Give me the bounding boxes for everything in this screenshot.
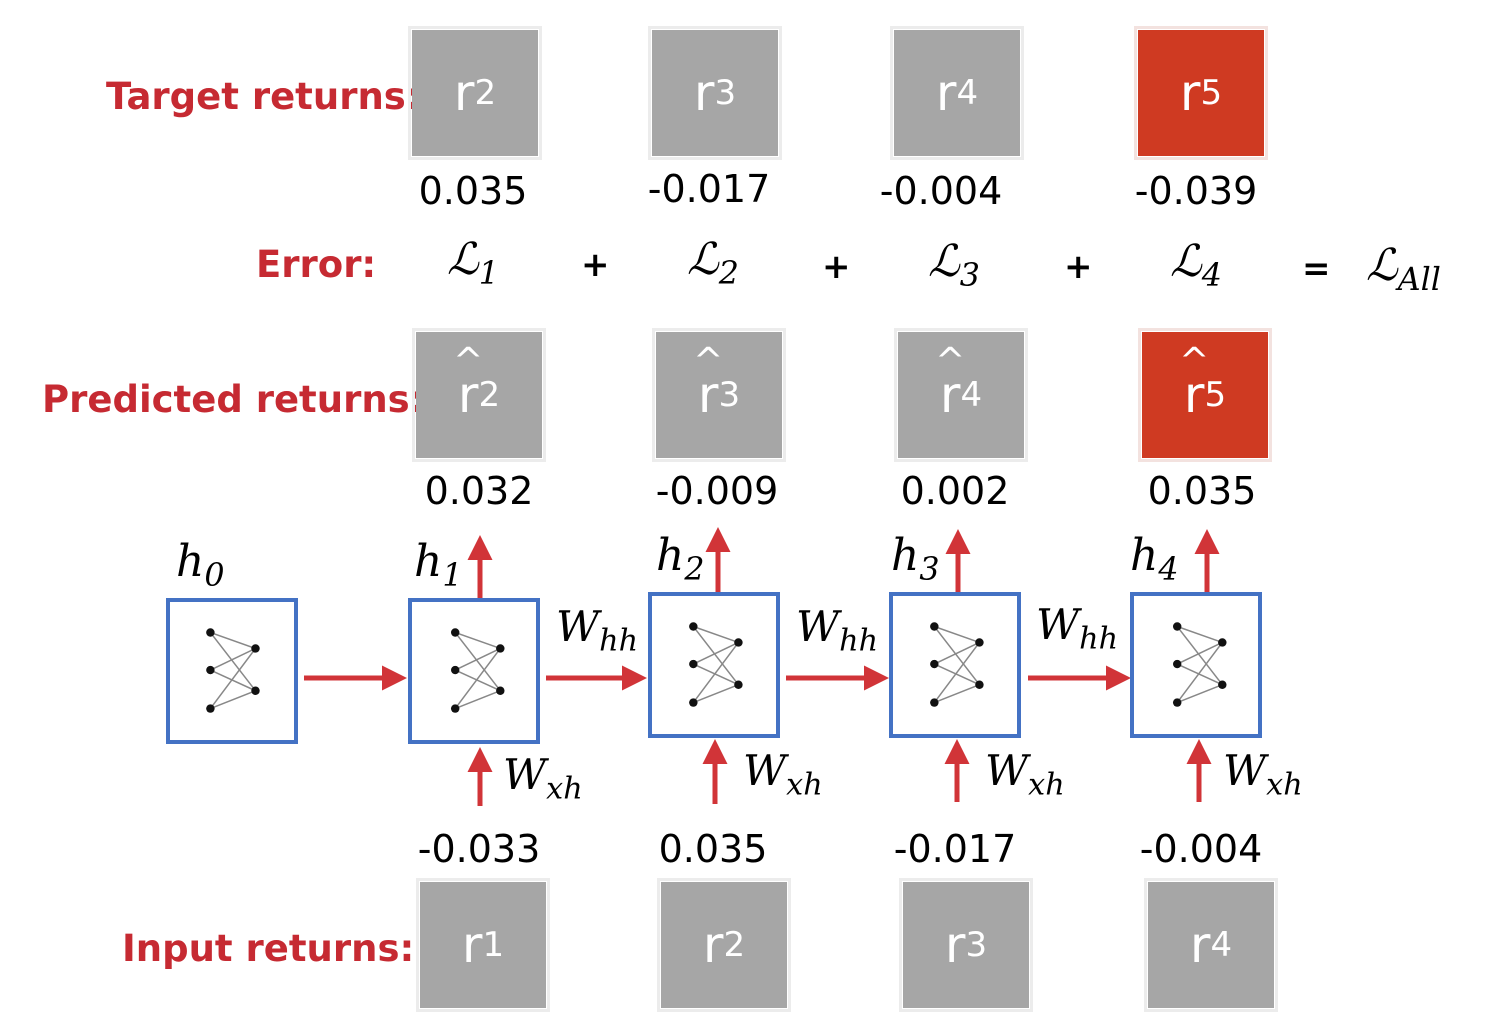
input-return-value: 0.035 [658,827,768,871]
predicted-return-value: 0.035 [1147,469,1257,513]
weight-xh-label: Wxh [1223,746,1303,803]
hidden-state-label: h3 [891,530,940,589]
rnn-cell-h2 [648,592,780,738]
input-return-value: -0.017 [893,827,1017,871]
weight-xh-label: Wxh [743,746,823,803]
plus-sign: + [822,247,851,287]
hidden-state-label: h4 [1130,530,1179,589]
target-return-value: -0.004 [879,169,1003,213]
hidden-state-label: h0 [176,536,225,595]
weight-xh-label: Wxh [503,750,583,807]
plus-sign: + [1064,247,1093,287]
predicted-return-value: 0.002 [900,469,1010,513]
neural-net-icon [689,622,743,707]
hidden-state-label: h2 [656,530,705,589]
target-return-value: -0.039 [1134,169,1258,213]
predicted-return-box-highlighted: ^ r 5 [1138,328,1272,462]
hidden-state-label: h1 [414,536,463,595]
loss-term: ℒ1 [447,234,499,293]
rnn-cell-h1 [408,598,540,744]
predicted-return-box: ^ r 3 [652,328,786,462]
neural-net-icon [930,622,984,707]
neural-net-icon [206,628,260,713]
error-label: Error: [256,243,377,286]
input-returns-label: Input returns: [122,927,415,970]
loss-term: ℒ2 [687,234,739,293]
weight-xh-label: Wxh [985,746,1065,803]
predicted-return-box: ^ r 2 [412,328,546,462]
predicted-return-value: -0.009 [655,469,779,513]
rnn-cell-h4 [1130,592,1262,738]
target-return-value: 0.035 [418,169,528,213]
weight-hh-label: Whh [796,602,879,659]
predicted-returns-label: Predicted returns: [42,378,425,421]
target-returns-label: Target returns: [106,75,421,118]
loss-term: ℒ3 [928,236,980,295]
neural-net-icon [450,628,505,713]
weight-hh-label: Whh [1036,600,1119,657]
predicted-return-box: ^ r 4 [894,328,1028,462]
input-return-value: -0.033 [417,827,541,871]
loss-term: ℒ4 [1170,236,1222,295]
total-loss: ℒAll [1366,240,1441,299]
weight-hh-label: Whh [556,602,639,659]
rnn-cell-h0 [166,598,298,744]
predicted-return-value: 0.032 [424,469,534,513]
rnn-cell-h3 [889,592,1021,738]
equals-sign: = [1302,249,1331,289]
neural-net-icon [1172,622,1227,707]
plus-sign: + [581,245,610,285]
input-return-value: -0.004 [1139,827,1263,871]
target-return-value: -0.017 [647,167,771,211]
